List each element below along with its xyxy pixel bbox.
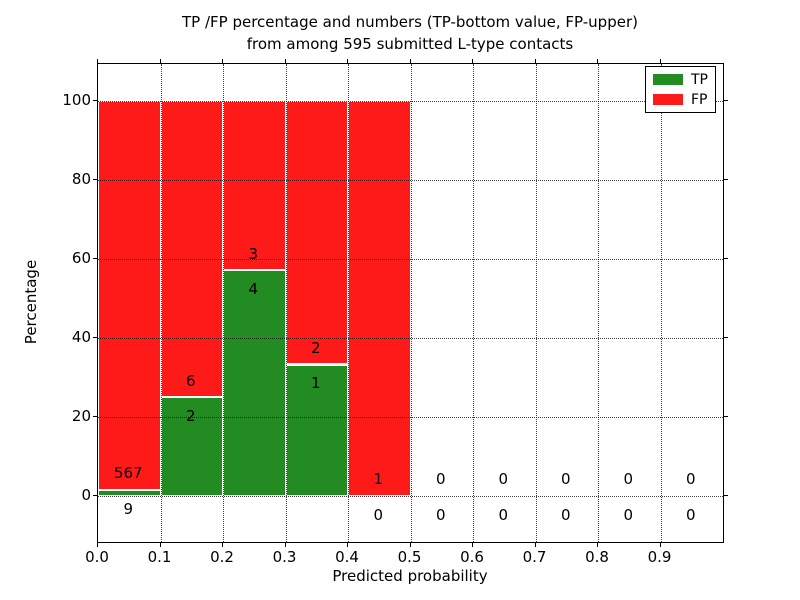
x-axis-label: Predicted probability: [332, 567, 488, 585]
y-tick-label: 80: [71, 170, 91, 189]
gridline-vertical: [348, 64, 349, 542]
x-tick-mark-top: [159, 59, 161, 63]
x-tick-mark-top: [472, 59, 473, 63]
x-tick-label: 0.3: [272, 548, 297, 566]
fp-count-label: 0: [435, 470, 446, 489]
x-tick-label: 0.5: [397, 548, 422, 566]
x-tick-label: 0.9: [647, 548, 672, 566]
x-tick-mark: [347, 543, 348, 547]
x-tick-mark: [284, 543, 286, 547]
gridline-vertical: [285, 64, 287, 542]
tp-count-label: 0: [435, 505, 446, 524]
tp-count-label: 4: [248, 280, 259, 299]
fp-count-label: 0: [623, 470, 634, 489]
x-tick-label: 0.4: [335, 548, 359, 566]
legend-label-fp: FP: [691, 91, 708, 108]
plot-area: [97, 63, 724, 543]
tp-count-label: 1: [310, 374, 321, 393]
bar-segment-fp: [160, 101, 223, 398]
y-tick-mark-right: [724, 179, 728, 181]
x-tick-label: 0.7: [522, 548, 547, 566]
fp-count-label: 0: [560, 470, 571, 489]
y-tick-mark: [93, 495, 97, 497]
bar-segment-tp: [98, 490, 161, 497]
fp-count-label: 3: [248, 244, 259, 263]
bar-segment-fp: [285, 101, 348, 365]
tp-count-label: 0: [623, 505, 634, 524]
legend-entry-fp: FP: [653, 93, 715, 107]
x-tick-mark-top: [97, 59, 98, 63]
tp-count-label: 0: [498, 505, 509, 524]
bar-segment-tp: [223, 270, 286, 497]
x-tick-mark: [472, 543, 473, 547]
tp-count-label: 0: [373, 505, 384, 524]
y-axis-label: Percentage: [22, 259, 40, 345]
x-tick-mark-top: [222, 59, 223, 63]
y-tick-mark-right: [724, 100, 728, 102]
x-tick-mark: [97, 543, 98, 547]
x-tick-mark: [597, 543, 598, 547]
tp-count-label: 9: [123, 499, 134, 518]
legend: TP FP: [645, 66, 716, 113]
fp-count-label: 6: [185, 371, 196, 390]
y-tick-mark: [93, 100, 97, 102]
bar-segment-tp: [285, 364, 348, 497]
bar-segment-fp: [348, 101, 411, 497]
fp-count-label: 1: [373, 470, 384, 489]
y-tick-label: 100: [62, 91, 91, 110]
gridline-vertical: [223, 64, 224, 542]
fp-count-label: 0: [685, 470, 696, 489]
x-tick-label: 0.6: [460, 548, 484, 566]
tp-count-label: 2: [185, 407, 196, 426]
y-tick-mark: [93, 337, 97, 339]
x-tick-mark: [409, 543, 411, 547]
x-tick-mark-top: [284, 59, 286, 63]
y-tick-mark-right: [724, 258, 728, 260]
x-tick-mark: [159, 543, 161, 547]
legend-swatch-tp: [653, 74, 683, 85]
gridline-vertical: [160, 64, 162, 542]
y-tick-label: 0: [81, 486, 91, 505]
chart-title-line2: from among 595 submitted L-type contacts: [246, 35, 574, 53]
bar-segment-tp: [160, 397, 223, 497]
y-tick-label: 40: [71, 328, 91, 347]
y-tick-label: 60: [71, 249, 91, 268]
y-tick-mark: [93, 258, 97, 260]
fp-count-label: 0: [498, 470, 509, 489]
x-tick-mark-top: [347, 59, 348, 63]
x-tick-mark: [534, 543, 536, 547]
fp-count-label: 2: [310, 338, 321, 357]
x-tick-mark: [659, 543, 661, 547]
tp-count-label: 0: [560, 505, 571, 524]
gridline-vertical: [660, 64, 662, 542]
x-tick-mark-top: [534, 59, 536, 63]
bar-segment-fp: [98, 101, 161, 490]
x-tick-label: 0.0: [85, 548, 109, 566]
gridline-vertical: [473, 64, 474, 542]
y-tick-mark-right: [724, 416, 728, 418]
chart-title-line1: TP /FP percentage and numbers (TP-bottom…: [182, 13, 638, 31]
y-tick-mark: [93, 179, 97, 181]
y-tick-mark-right: [724, 495, 728, 497]
gridline-vertical: [535, 64, 537, 542]
y-tick-mark-right: [724, 337, 728, 339]
legend-swatch-fp: [653, 94, 683, 105]
tp-count-label: 0: [685, 505, 696, 524]
gridline-vertical: [410, 64, 412, 542]
y-tick-mark: [93, 416, 97, 418]
legend-label-tp: TP: [691, 71, 708, 88]
x-tick-mark-top: [409, 59, 411, 63]
x-tick-label: 0.1: [147, 548, 172, 566]
x-tick-mark-top: [597, 59, 598, 63]
legend-entry-tp: TP: [653, 73, 715, 87]
y-tick-label: 20: [71, 407, 91, 426]
fp-count-label: 567: [113, 464, 143, 483]
x-tick-mark: [222, 543, 223, 547]
x-tick-label: 0.8: [585, 548, 609, 566]
gridline-vertical: [598, 64, 599, 542]
x-tick-mark-top: [659, 59, 661, 63]
x-tick-label: 0.2: [210, 548, 234, 566]
